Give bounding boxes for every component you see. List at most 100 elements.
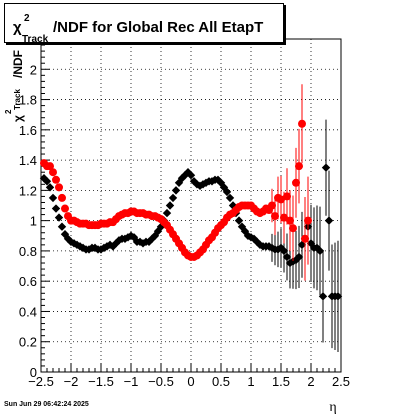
y-axis-label-part: /NDF [11,50,25,78]
data-point-red [61,204,69,213]
data-point-red [277,195,285,204]
data-point-black [237,222,247,231]
x-tick-label: 2 [307,374,314,389]
data-point-black [333,292,343,301]
data-point-red [292,178,300,187]
data-point-red [58,193,66,202]
y-tick-label: 1.8 [19,93,37,108]
data-point-black [186,171,196,180]
data-point-red [46,162,54,171]
y-axis-label-part: 2 [4,109,13,114]
y-tick-label: 0.8 [19,244,37,259]
plot-frame [40,38,342,373]
x-tick-label: −1.5 [88,374,114,389]
data-point-black [228,201,238,210]
data-point-black [51,204,61,213]
data-point-red [55,183,63,192]
data-point-black [279,246,289,256]
y-tick-label: 1 [30,214,37,229]
data-point-red [283,192,291,201]
data-point-black [306,239,316,248]
data-point-black [138,239,148,248]
title-chi: χ [13,19,22,36]
y-tick-label: 2 [30,62,37,77]
data-point-red [286,216,294,225]
data-point-black [234,216,244,225]
data-point-black [222,187,232,197]
data-point-black [318,292,328,301]
data-point-red [295,162,303,171]
data-point-red [280,213,288,222]
data-point-black [219,183,229,192]
y-tick-label: 1.6 [19,123,37,138]
data-point-red [271,212,279,221]
timestamp-footer: Sun Jun 29 06:42:24 2025 [4,401,89,408]
data-point-black [291,255,301,265]
x-tick-label: 1.5 [272,374,290,389]
data-point-red [289,224,297,233]
y-tick-label: 1.2 [19,183,37,198]
data-point-black [48,193,58,203]
data-point-black [168,193,178,203]
x-tick-label: 1 [247,374,254,389]
data-point-black [171,186,181,195]
y-tick-label: 0.2 [19,335,37,350]
x-tick-label: −0.5 [148,374,174,389]
y-tick-label: 0.6 [19,274,37,289]
data-point-black [225,193,235,203]
data-point-red [304,216,312,225]
data-point-black [39,174,49,183]
x-tick-label: 0 [187,374,194,389]
x-tick-label: 0.5 [212,374,230,389]
data-point-black [180,171,190,180]
data-point-red [268,201,276,210]
title-subscript: Track [22,34,49,42]
data-point-black [162,208,172,218]
chart-title: χ 2 Track /NDF for Global Rec All EtapT [13,13,263,42]
data-point-red [49,168,57,177]
data-point-black [243,231,253,240]
data-point-black [252,237,262,247]
x-tick-label: −2.5 [28,374,54,389]
y-tick-label: 0 [30,365,37,380]
y-axis-label: /NDF Track χ2 [4,50,25,122]
y-tick-label: 0.4 [19,304,37,319]
y-axis-label-part: Track [13,89,22,110]
data-point-red [298,119,306,128]
title-superscript: 2 [24,13,30,24]
data-point-black [324,216,334,225]
data-point-black [282,252,292,262]
data-point-black [66,237,76,247]
chart-title-box: χ 2 Track /NDF for Global Rec All EtapT [4,3,284,43]
data-point-black [165,201,175,210]
data-point-black [198,180,208,189]
data-point-black [126,231,136,240]
data-point-black [111,239,121,248]
data-point-black [69,239,79,248]
data-point-black [297,240,307,250]
y-axis-label-part: χ [11,115,25,122]
x-axis-label: η [329,400,336,414]
data-point-black [60,230,70,239]
data-point-black [57,222,67,231]
data-point-black [135,237,145,247]
data-point-black [315,246,325,256]
data-point-black [144,237,154,247]
x-tick-label: 2.5 [332,374,350,389]
x-tick-label: −1 [124,374,139,389]
data-point-black [45,183,55,192]
data-point-black [177,174,187,183]
data-point-black [240,227,250,236]
data-point-black [294,252,304,262]
title-text: /NDF for Global Rec All EtapT [53,19,263,36]
y-tick-label: 1.4 [19,153,37,168]
x-tick-label: −2 [64,374,79,389]
data-point-black [42,177,52,186]
data-point-red [52,175,60,184]
data-point-black [321,163,331,172]
svg-text:χ: χ [13,19,22,36]
data-point-red [301,234,309,243]
data-point-black [54,213,64,222]
data-point-black [195,181,205,191]
